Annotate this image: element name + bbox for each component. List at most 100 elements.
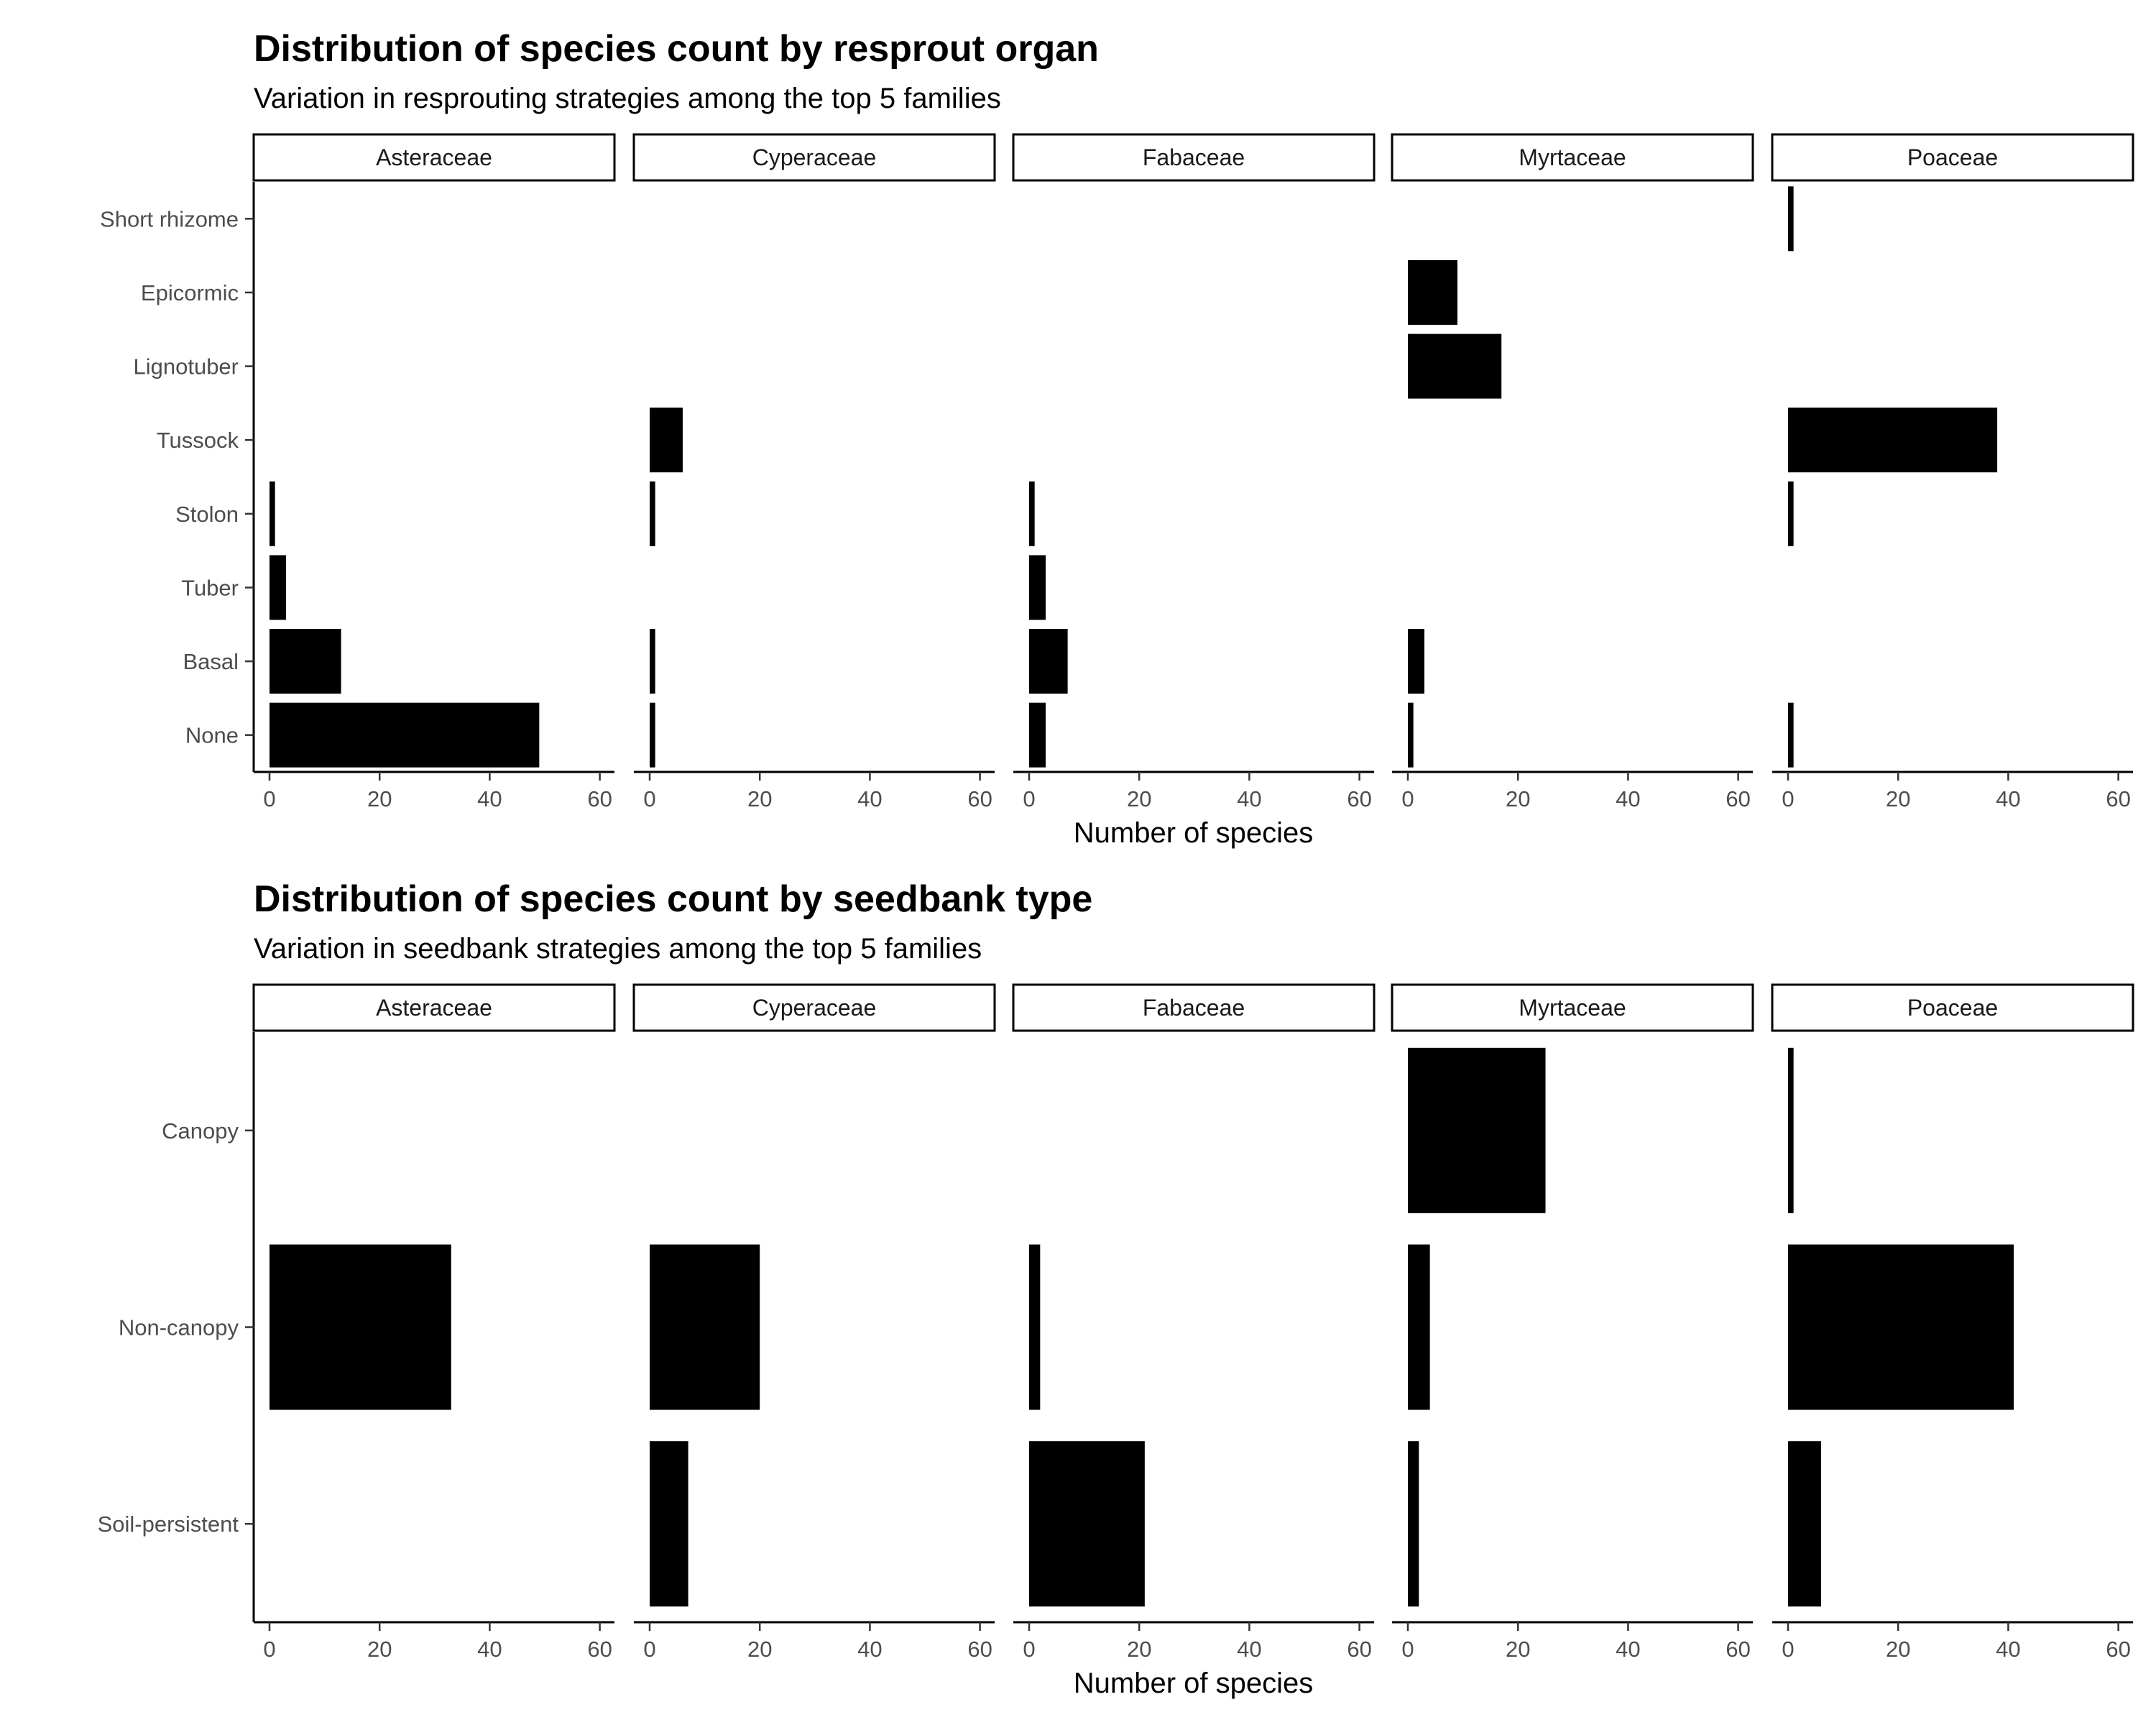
bar-soil-persistent [1029,1441,1145,1607]
bar-basal [650,629,655,694]
bar-stolon [1788,481,1794,546]
y-tick-label: None [185,723,239,748]
bar-canopy [1788,1047,1794,1213]
facet-fabaceae: Fabaceae 0 20 40 60 [1012,133,1376,811]
bar-stolon [270,481,275,546]
bar-soil-persistent [1408,1441,1419,1607]
bar-short-rhizome [1788,186,1794,252]
y-tick-label: Canopy [162,1118,239,1144]
chart-title: Distribution of species count by seedban… [254,878,1092,920]
x-tick-label: 40 [1996,786,2020,811]
facet-strip [252,133,616,182]
bar-basal [1029,629,1068,694]
facet-poaceae: Poaceae 0 20 40 60 [1771,983,2134,1662]
bar-tussock [650,408,683,473]
chart-subtitle: Variation in resprouting strategies amon… [254,83,1001,114]
facet-strip-label: Cyperaceae [752,144,877,170]
y-tick-label: Soil-persistent [98,1512,239,1537]
x-tick-label: 60 [2106,786,2130,811]
x-tick-label: 20 [1506,786,1530,811]
x-tick-label: 40 [857,1637,882,1662]
x-tick-label: 40 [1237,786,1261,811]
x-tick-label: 0 [1782,786,1794,811]
facet-strip [632,133,996,182]
bar-tussock [1788,408,1998,473]
facet-asteraceae: Asteraceae 0 20 40 60 [252,133,616,811]
facet-strip [1391,133,1754,182]
x-tick-label: 20 [1127,1637,1151,1662]
facet-strip-label: Asteraceae [376,144,492,170]
x-tick-label: 0 [1023,786,1035,811]
bar-non-canopy [1029,1244,1041,1410]
y-tick-label: Tuber [181,575,239,600]
facet-strip [632,983,996,1032]
bar-lignotuber [1408,334,1502,399]
facet-fabaceae: Fabaceae 0 20 40 60 [1012,983,1376,1662]
facet-strip-label: Poaceae [1907,995,1998,1021]
facet-strip-label: Cyperaceae [752,995,877,1021]
facet-cyperaceae: Cyperaceae 0 20 40 60 [632,983,996,1662]
facet-strip [1391,983,1754,1032]
y-tick-label: Basal [183,649,239,674]
facet-asteraceae: Asteraceae 0 20 40 60 [252,983,616,1662]
bar-non-canopy [1408,1244,1430,1410]
bar-none [270,702,540,768]
facet-strip [1012,133,1376,182]
y-tick-label: Stolon [175,502,239,527]
facet-myrtaceae: Myrtaceae 0 20 40 60 [1391,983,1754,1662]
x-tick-label: 40 [477,786,502,811]
chart-panel-1: Distribution of species count by resprou… [100,28,2134,849]
x-tick-label: 20 [747,786,772,811]
x-tick-label: 20 [1506,1637,1530,1662]
x-tick-label: 20 [367,1637,392,1662]
x-tick-label: 60 [1347,1637,1371,1662]
bar-non-canopy [650,1244,760,1410]
bar-none [1029,702,1046,768]
bar-soil-persistent [1788,1441,1821,1607]
bar-basal [1408,629,1424,694]
y-tick-label: Tussock [157,428,239,453]
facet-poaceae: Poaceae 0 20 40 60 [1771,133,2134,811]
facet-strip-label: Myrtaceae [1519,995,1626,1021]
bar-non-canopy [1788,1244,2014,1410]
x-tick-label: 20 [1127,786,1151,811]
x-axis-title: Number of species [1074,817,1313,849]
x-tick-label: 60 [1726,786,1750,811]
facet-strip [252,983,616,1032]
x-tick-label: 20 [1886,786,1910,811]
x-tick-label: 40 [477,1637,502,1662]
facet-myrtaceae: Myrtaceae 0 20 40 60 [1391,133,1754,811]
bar-tuber [270,555,286,620]
y-tick-label: Lignotuber [133,354,239,380]
facet-strip-label: Poaceae [1907,144,1998,170]
bar-tuber [1029,555,1046,620]
x-tick-label: 60 [1347,786,1371,811]
facet-strip-label: Asteraceae [376,995,492,1021]
chart-subtitle: Variation in seedbank strategies among t… [254,933,982,965]
x-tick-label: 0 [643,786,655,811]
x-tick-label: 0 [263,786,275,811]
facet-cyperaceae: Cyperaceae 0 20 40 60 [632,133,996,811]
y-tick-label: Non-canopy [119,1315,239,1340]
bar-none [650,702,655,768]
x-axis-title: Number of species [1074,1668,1313,1699]
bar-stolon [650,481,655,546]
bar-none [1408,702,1414,768]
chart-panel-2: Distribution of species count by seedban… [98,878,2134,1699]
x-tick-label: 20 [367,786,392,811]
x-tick-label: 0 [1023,1637,1035,1662]
x-tick-label: 0 [1401,1637,1414,1662]
bar-soil-persistent [650,1441,688,1607]
x-tick-label: 40 [1616,1637,1640,1662]
facet-strip [1771,983,2134,1032]
y-tick-label: Epicormic [141,280,239,305]
facet-strip [1771,133,2134,182]
chart-title: Distribution of species count by resprou… [254,28,1099,70]
x-tick-label: 0 [263,1637,275,1662]
bar-stolon [1029,481,1035,546]
x-tick-label: 0 [1401,786,1414,811]
facet-strip-label: Fabaceae [1143,995,1245,1021]
x-tick-label: 40 [857,786,882,811]
